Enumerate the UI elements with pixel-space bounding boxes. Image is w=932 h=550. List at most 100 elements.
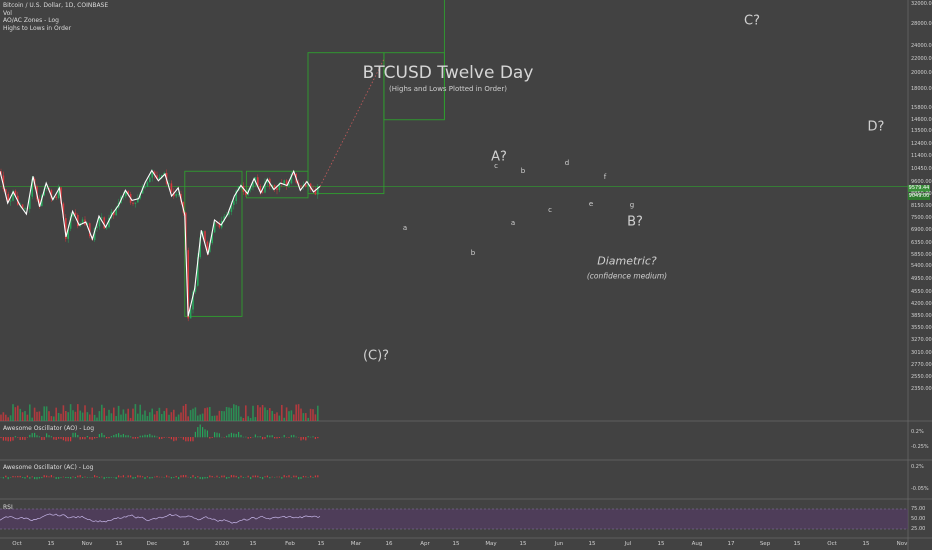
volume-bar [67, 412, 69, 421]
volume-bar [161, 414, 163, 421]
volume-bar [192, 408, 194, 421]
volume-bar [283, 417, 285, 421]
ao-bar [91, 437, 93, 440]
x-tick-label: 15 [519, 541, 527, 547]
candle-body [223, 216, 225, 221]
ac-bar [233, 475, 235, 478]
candle-body [132, 202, 134, 204]
candle-body [209, 243, 211, 253]
ac-bar [221, 475, 223, 478]
candle-body [245, 191, 247, 195]
volume-bar [153, 414, 156, 421]
volume-bar [0, 414, 2, 421]
volume-bar [285, 407, 288, 421]
ac-bar [17, 475, 19, 478]
indicator-ao-ac-zones[interactable]: AO/AC Zones - Log [3, 17, 59, 24]
volume-bar [53, 416, 55, 421]
candle-body [7, 193, 9, 202]
ac-bar [46, 475, 48, 478]
ao-pane-label[interactable]: Awesome Oscillator (AO) - Log [3, 425, 95, 432]
ac-bar [43, 475, 45, 478]
volume-bar [223, 411, 225, 421]
volume-bar [249, 417, 252, 421]
ao-bar [192, 437, 194, 442]
ac-bar [288, 475, 290, 478]
ac-bar [230, 475, 232, 478]
subwave-label: e [588, 200, 594, 208]
ac-bar [115, 477, 117, 479]
subwave-label: d [564, 159, 570, 167]
volume-bar [105, 415, 108, 421]
ac-bar [60, 477, 62, 478]
ao-bar [34, 432, 36, 438]
y-tick-label: 8850.00 [911, 190, 932, 197]
volume-bar [312, 409, 314, 421]
y-tick-label: 11400.00 [911, 153, 932, 160]
volume-bar [81, 412, 84, 421]
ac-bar [240, 475, 242, 478]
candle-body [103, 217, 105, 229]
volume-bar [132, 408, 134, 421]
wave-box [184, 170, 243, 317]
y-tick-label: 6900.00 [911, 227, 932, 234]
volume-bar [300, 408, 302, 421]
ao-bar [67, 437, 69, 442]
ao-bar [302, 437, 304, 440]
volume-bar [38, 411, 41, 421]
ac-bar [58, 477, 60, 479]
subwave-label: c [548, 206, 552, 214]
ac-bar [257, 475, 259, 478]
wave-c-label: C? [744, 13, 760, 29]
symbol-title[interactable]: Bitcoin / U.S. Dollar, 1D, COINBASE [3, 2, 109, 9]
ac-bar [218, 477, 220, 478]
ac-bar [130, 475, 132, 478]
x-tick-label: 15 [47, 541, 55, 547]
y-tick-label: 3850.00 [911, 313, 932, 320]
candle-body [14, 190, 17, 196]
indicator-highs-lows[interactable]: Highs to Lows in Order [3, 24, 72, 32]
ac-bar [86, 477, 88, 478]
ac-bar [312, 477, 314, 478]
rsi-pane-label[interactable]: RSI [3, 504, 13, 511]
ac-bar [122, 475, 124, 478]
volume-bar [213, 415, 216, 421]
y-tick-label: 32000.00 [911, 1, 932, 7]
volume-bar [7, 417, 9, 421]
candle-body [235, 190, 237, 202]
candle-body [204, 231, 206, 242]
indicator-vol[interactable]: Vol [3, 9, 12, 17]
ac-bar [182, 475, 184, 478]
volume-bar [149, 412, 151, 421]
candle-body [67, 228, 69, 239]
ao-bar [151, 435, 153, 438]
candle-body [153, 171, 156, 176]
ao-bar [156, 436, 158, 438]
ao-bar [46, 433, 48, 438]
ao-bar [10, 437, 12, 442]
candle-body [192, 291, 194, 310]
candle-body [264, 182, 266, 193]
ac-pane-label[interactable]: Awesome Oscillator (AC) - Log [3, 464, 94, 471]
ac-bar [269, 477, 271, 479]
x-tick-label: 15 [249, 541, 257, 547]
volume-bar [309, 408, 312, 421]
y-tick-label: 8150.00 [911, 202, 932, 209]
ac-bar [266, 475, 268, 478]
x-tick-label: May [485, 541, 497, 547]
ac-bar [166, 475, 168, 478]
candle-body [62, 203, 65, 219]
volume-bar [187, 416, 189, 421]
volume-bar [89, 414, 91, 421]
ac-bar [180, 475, 182, 478]
ao-bar [139, 435, 141, 438]
ao-bar [7, 437, 9, 442]
ac-bar [295, 475, 297, 478]
ac-bar [12, 475, 14, 478]
volume-bar [233, 404, 235, 421]
ac-bar [50, 475, 52, 478]
volume-bar [237, 406, 240, 421]
candle-body [170, 183, 173, 192]
ao-bar [187, 437, 189, 442]
ao-bar [228, 434, 230, 438]
